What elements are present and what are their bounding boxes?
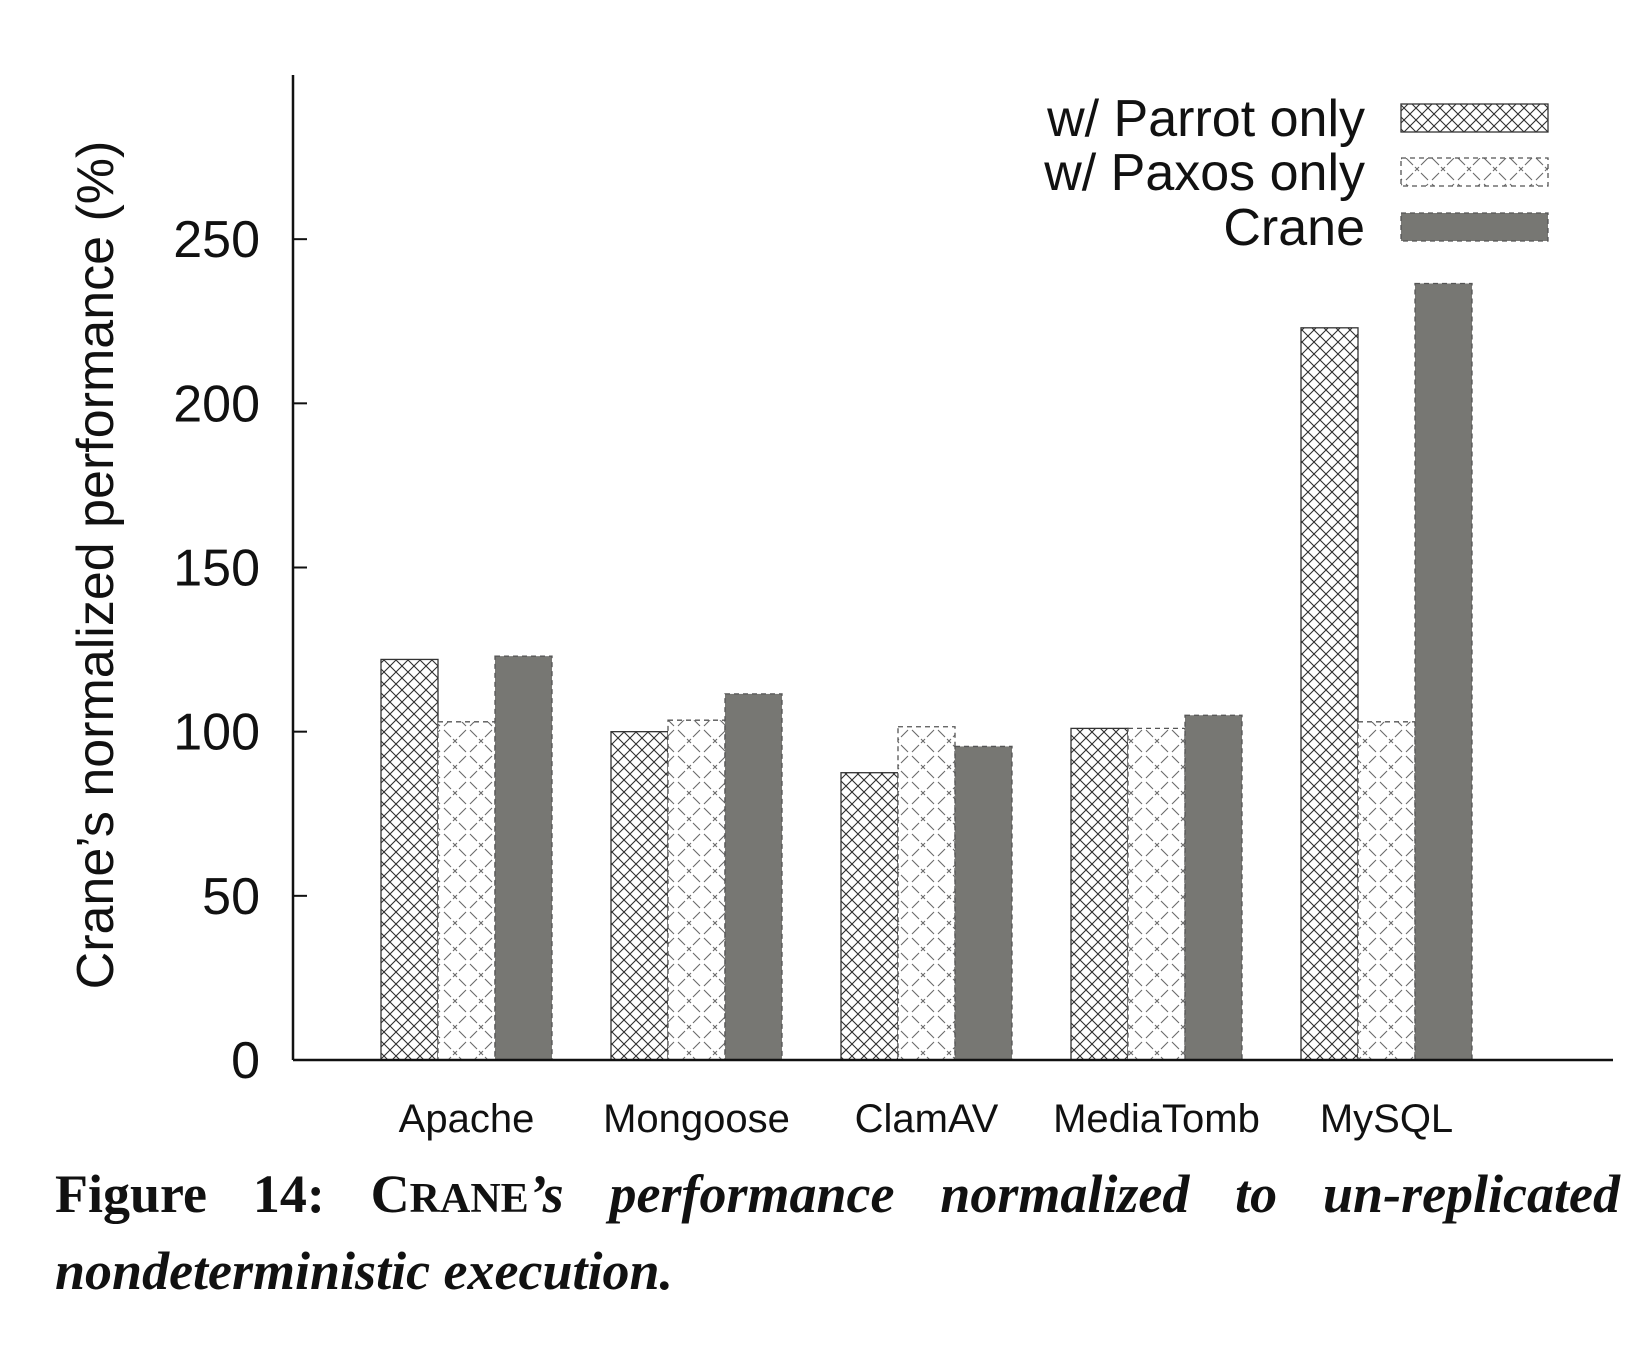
x-tick-label: Apache [399,1097,535,1141]
bar-clamav-crane [954,745,1013,1061]
figure-caption: Figure 14: CRANE’s performance normalize… [55,1158,1620,1307]
x-tick-label: MySQL [1320,1097,1453,1141]
bar-apache-w-paxos-only [437,721,496,1061]
y-tick-label: 50 [202,868,260,926]
x-tick-label: ClamAV [855,1097,999,1141]
bar-apache-w-parrot-only [380,658,439,1061]
bar-clamav-w-paxos-only [897,726,956,1061]
legend-label: w/ Parrot only [1046,90,1365,148]
bar-mongoose-w-parrot-only [610,731,669,1061]
bar-mongoose-crane [724,693,783,1061]
y-tick-label: 200 [173,375,260,433]
legend-label: Crane [1223,199,1365,257]
bar-mysql-w-paxos-only [1357,721,1416,1061]
y-tick-label: 250 [173,211,260,269]
y-axis-ticks: 0 50 100 150 200 250 [173,211,307,1090]
bar-mongoose-w-paxos-only [667,719,726,1061]
bar-apache-crane [494,655,553,1061]
bar-mysql-w-parrot-only [1300,327,1359,1061]
bar-clamav-w-parrot-only [840,772,899,1061]
caption-label: Figure 14: [55,1164,325,1224]
y-tick-label: 150 [173,540,260,598]
caption-text: ’s performance normalized to un-replicat… [528,1164,1620,1224]
y-axis-label: Crane’s normalized performance (%) [67,141,125,990]
bar-chart: 0 50 100 150 200 250 Apache Mongoose ClamAV Medi… [67,75,1613,1141]
caption-crane-smallcaps: RANE [409,1176,529,1222]
x-axis-labels: Apache Mongoose ClamAV MediaTomb MySQL [399,1097,1454,1141]
bars [380,282,1473,1061]
bar-mysql-crane [1414,282,1473,1061]
y-tick-label: 0 [231,1032,260,1090]
x-tick-label: Mongoose [603,1097,790,1141]
caption-text-line2: nondeterministic execution. [55,1241,674,1301]
bar-mediatomb-w-parrot-only [1070,727,1129,1061]
legend-label: w/ Paxos only [1043,144,1365,202]
legend-swatch [1400,157,1549,187]
x-tick-label: MediaTomb [1053,1097,1260,1141]
legend-swatch [1400,103,1549,133]
bar-mediatomb-w-paxos-only [1127,727,1186,1061]
caption-crane-initial: C [370,1164,410,1224]
bar-mediatomb-crane [1184,714,1243,1061]
y-tick-label: 100 [173,704,260,762]
legend-swatch [1400,212,1549,242]
